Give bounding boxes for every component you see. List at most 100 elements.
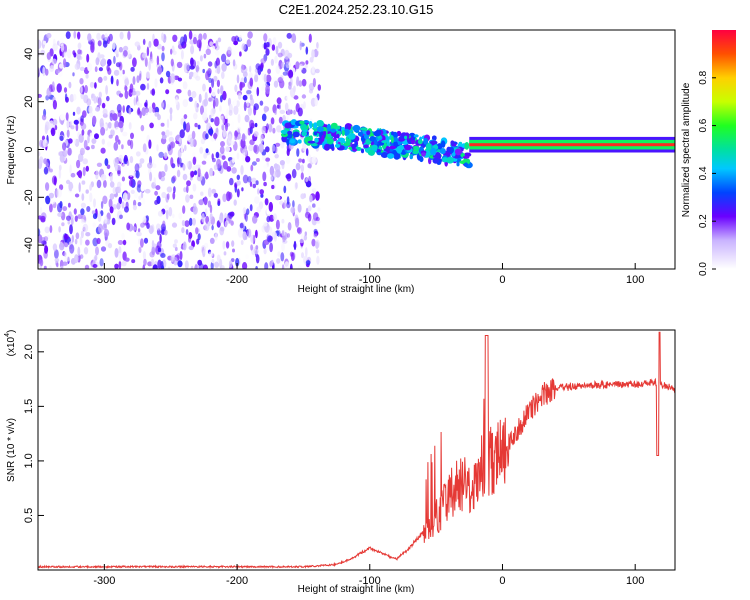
spectrogram-noise-mark [167, 144, 172, 152]
spectrogram-noise-mark [315, 249, 320, 254]
spectrogram-noise-mark [142, 197, 146, 205]
spectrogram-noise-mark [284, 102, 289, 112]
spectrogram-noise-mark [91, 144, 95, 150]
spectrogram-transition-mark [439, 148, 446, 155]
spectrogram-noise-mark [265, 48, 270, 56]
spectrogram-noise-mark [168, 206, 173, 217]
spectrogram-noise-mark [38, 39, 42, 49]
spectrogram-noise-mark [82, 166, 86, 177]
spectrogram-noise-mark [118, 252, 122, 262]
spectrogram-noise-mark [148, 40, 152, 48]
spectrogram-noise-mark [232, 59, 236, 67]
spectrogram-noise-mark [128, 168, 134, 177]
spectrogram-noise-mark [85, 73, 89, 79]
spectrogram-transition-mark [345, 140, 352, 144]
spectrogram-noise-mark [104, 33, 108, 41]
spectrogram-noise-mark [210, 261, 214, 269]
spectrogram-noise-mark [39, 206, 43, 215]
spectrogram-noise-mark [152, 264, 158, 269]
spectrogram-noise-mark [142, 251, 146, 260]
spectrogram-transition-mark [286, 138, 290, 146]
spectrogram-noise-mark [275, 219, 280, 230]
spectrogram-transition-mark [354, 140, 358, 148]
spectrogram-noise-mark [100, 58, 107, 67]
spectrogram-noise-mark [269, 242, 273, 253]
spectrogram-noise-mark [237, 92, 242, 100]
spectrogram-noise-mark [167, 266, 171, 269]
spectrogram-noise-mark [205, 48, 211, 55]
spectrogram-noise-mark [244, 114, 250, 123]
spectrogram-noise-mark [62, 142, 67, 151]
spectrogram-noise-mark [265, 146, 270, 153]
spectrogram-noise-mark [305, 260, 311, 266]
spectrogram-noise-mark [156, 144, 159, 152]
spectrogram-transition-mark [280, 129, 289, 134]
spectrogram-noise-mark [113, 142, 119, 151]
spectrogram-noise-mark [156, 241, 162, 250]
spectrogram-noise-mark [295, 162, 301, 171]
spectrogram-noise-mark [109, 181, 115, 188]
spectrogram-noise-mark [247, 228, 252, 238]
spectrogram-noise-mark [249, 139, 255, 146]
spectrogram-noise-mark [199, 39, 202, 49]
snr-multiplier-base: (x10 [6, 336, 17, 356]
spectrogram-noise-mark [214, 116, 220, 127]
spectrogram-noise-mark [101, 102, 106, 109]
spectrogram-noise-mark [146, 46, 150, 57]
spectrogram-noise-mark [109, 172, 113, 182]
spectrogram-noise-mark [49, 203, 53, 213]
spectrogram-noise-mark [279, 200, 284, 205]
spectrogram-noise-mark [68, 202, 71, 208]
spectrogram-noise-mark [89, 132, 94, 139]
spectrogram-noise-mark [202, 32, 207, 40]
spectrogram-noise-mark [159, 77, 164, 84]
spectrogram-noise-mark [170, 254, 174, 263]
spectrogram-noise-mark [38, 151, 41, 157]
spectrogram-noise-mark [52, 99, 58, 110]
spectrogram-noise-mark [170, 73, 176, 83]
spectrogram-noise-mark [157, 66, 162, 75]
spectrogram-noise-mark [102, 108, 108, 116]
spectrogram-transition-mark [289, 139, 295, 144]
spectrogram-noise-mark [208, 114, 212, 120]
spectrogram-noise-mark [255, 245, 259, 250]
spectrogram-noise-mark [293, 85, 296, 93]
spectrogram-noise-mark [223, 251, 227, 256]
spectrogram-transition-mark [371, 144, 378, 151]
spectrogram-noise-mark [242, 71, 248, 78]
spectrogram-noise-mark [121, 162, 128, 173]
spectrogram-noise-mark [261, 155, 267, 161]
spectrogram-noise-mark [104, 158, 109, 167]
spectrogram-noise-mark [166, 104, 170, 109]
spectrogram-noise-mark [307, 163, 312, 169]
spectrogram-noise-mark [307, 167, 311, 176]
spectrogram-noise-mark [179, 250, 183, 261]
spectrogram-noise-mark [209, 41, 214, 47]
spectrogram-y-tick-label: 20 [23, 96, 35, 108]
spectrogram-noise-mark [160, 253, 166, 258]
spectrogram-noise-mark [143, 258, 147, 266]
spectrogram-noise-mark [71, 187, 76, 197]
spectrogram-noise-mark [117, 186, 122, 194]
spectrogram-noise-mark [94, 82, 97, 89]
spectrogram-noise-mark [161, 134, 167, 140]
spectrogram-noise-mark [62, 206, 68, 212]
spectrogram-transition-mark [431, 135, 437, 141]
spectrogram-noise-mark [265, 74, 272, 83]
snr-y-tick-label: 1.0 [23, 453, 35, 468]
spectrogram-noise-mark [118, 154, 124, 162]
spectrogram-noise-mark [171, 222, 178, 228]
spectrogram-noise-mark [79, 66, 85, 71]
spectrogram-noise-mark [142, 216, 147, 224]
spectrogram-noise-mark [142, 264, 146, 269]
spectrogram-transition-mark [450, 140, 455, 146]
spectrogram-x-ticks: -300 -200 -100 0 100 [93, 263, 644, 286]
spectrogram-noise-mark [105, 85, 108, 95]
spectrogram-noise-mark [182, 205, 186, 214]
spectrogram-noise-mark [58, 168, 62, 179]
spectrogram-noise-mark [80, 230, 84, 239]
spectrogram-noise-mark [250, 164, 254, 172]
spectrogram-noise-mark [242, 207, 247, 215]
spectrogram-noise-mark [217, 37, 222, 43]
spectrogram-noise-mark [247, 106, 252, 116]
